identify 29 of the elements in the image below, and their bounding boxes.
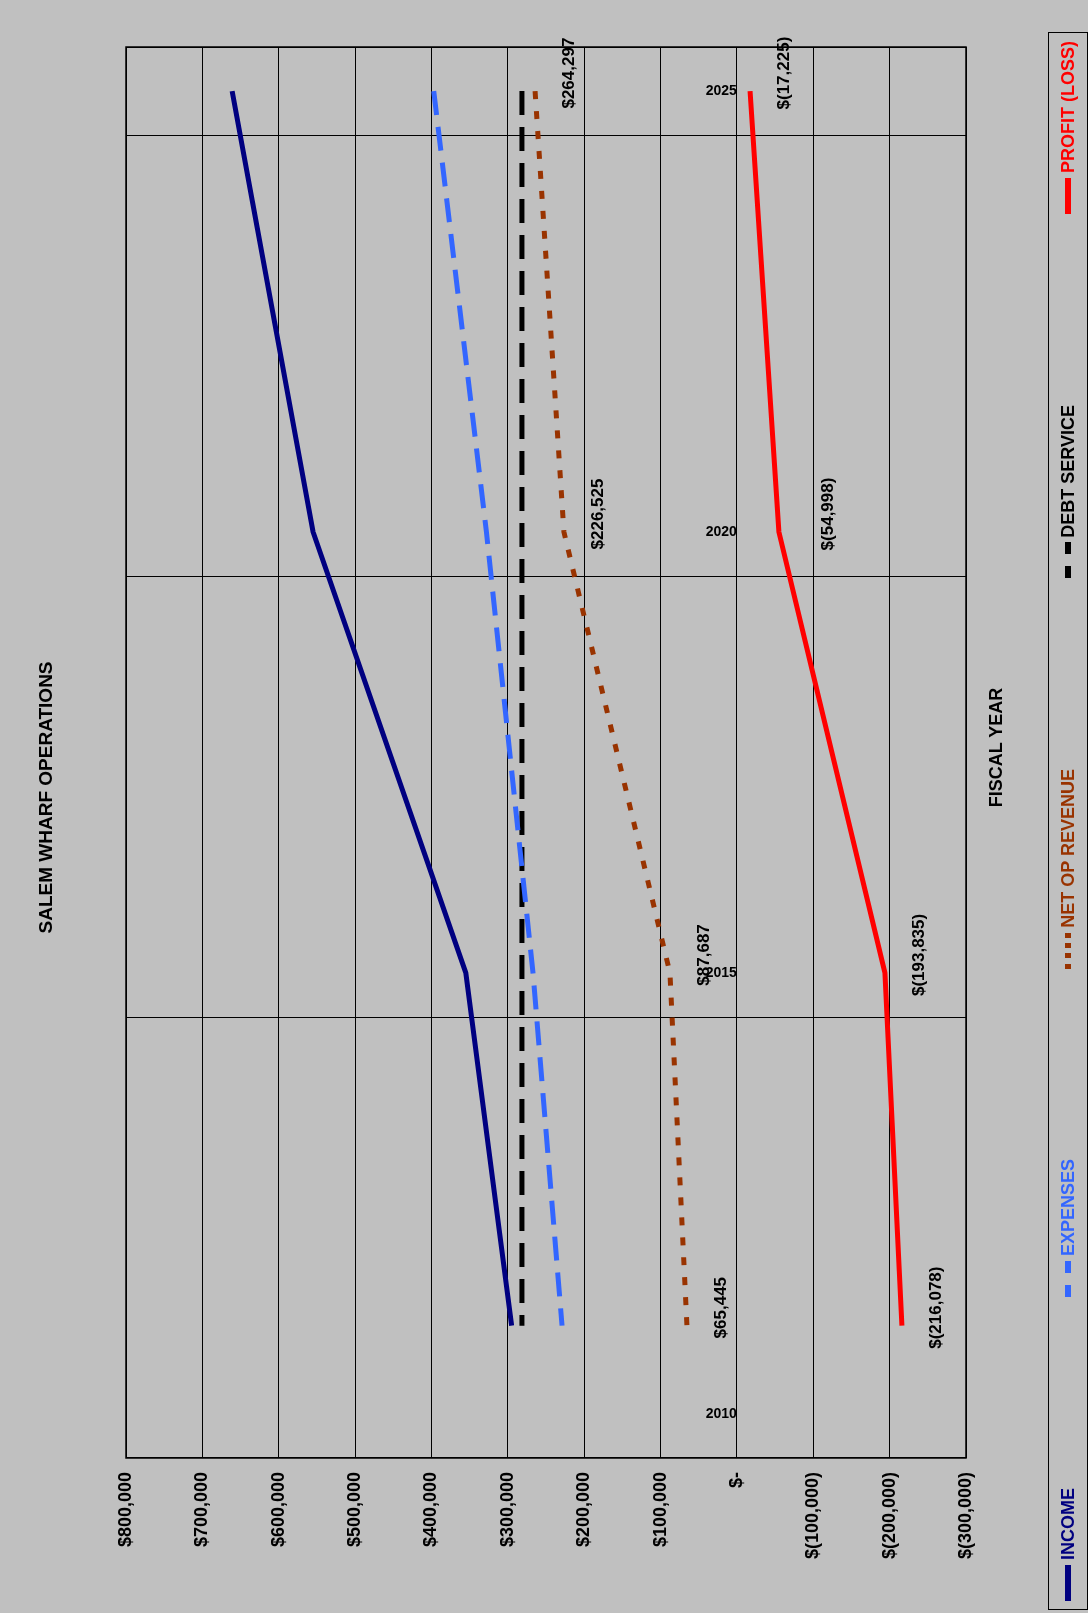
x-tick-label: $100,000	[649, 1471, 670, 1548]
text: INCOME	[1057, 1487, 1079, 1560]
y-axis-title: FISCAL YEAR	[985, 687, 1006, 808]
text: PROFIT (LOSS)	[1057, 41, 1079, 173]
y-tick-label: 2010	[705, 1404, 738, 1421]
x-tick-label: $(100,000)	[802, 1471, 823, 1560]
text: NET OP REVENUE	[1057, 768, 1079, 928]
data-label: $(54,998)	[817, 477, 837, 551]
x-tick-label: $(300,000)	[954, 1471, 975, 1560]
data-label: $65,445	[710, 1276, 730, 1339]
x-tick-label: $600,000	[267, 1471, 288, 1548]
text: EXPENSES	[1057, 1159, 1079, 1257]
data-label: $264,297	[558, 37, 578, 109]
data-label: $(17,225)	[773, 36, 793, 110]
x-tick-label: $200,000	[573, 1471, 594, 1548]
data-label: $(216,078)	[925, 1266, 945, 1349]
x-tick-label: $500,000	[344, 1471, 365, 1548]
text: DEBT SERVICE	[1057, 404, 1079, 538]
x-tick-label: $700,000	[191, 1471, 212, 1548]
data-label: $(193,835)	[908, 913, 928, 997]
x-tick-label: $-	[725, 1471, 746, 1488]
x-tick-label: $300,000	[496, 1471, 517, 1548]
x-tick-label: $(200,000)	[878, 1471, 899, 1560]
text: SALEM WHARF OPERATIONS	[35, 661, 57, 934]
y-tick-label: 2020	[705, 522, 738, 539]
x-tick-label: $800,000	[114, 1471, 135, 1548]
y-tick-label: 2025	[705, 81, 738, 98]
data-label: $226,525	[587, 478, 607, 550]
x-tick-label: $400,000	[420, 1471, 441, 1548]
